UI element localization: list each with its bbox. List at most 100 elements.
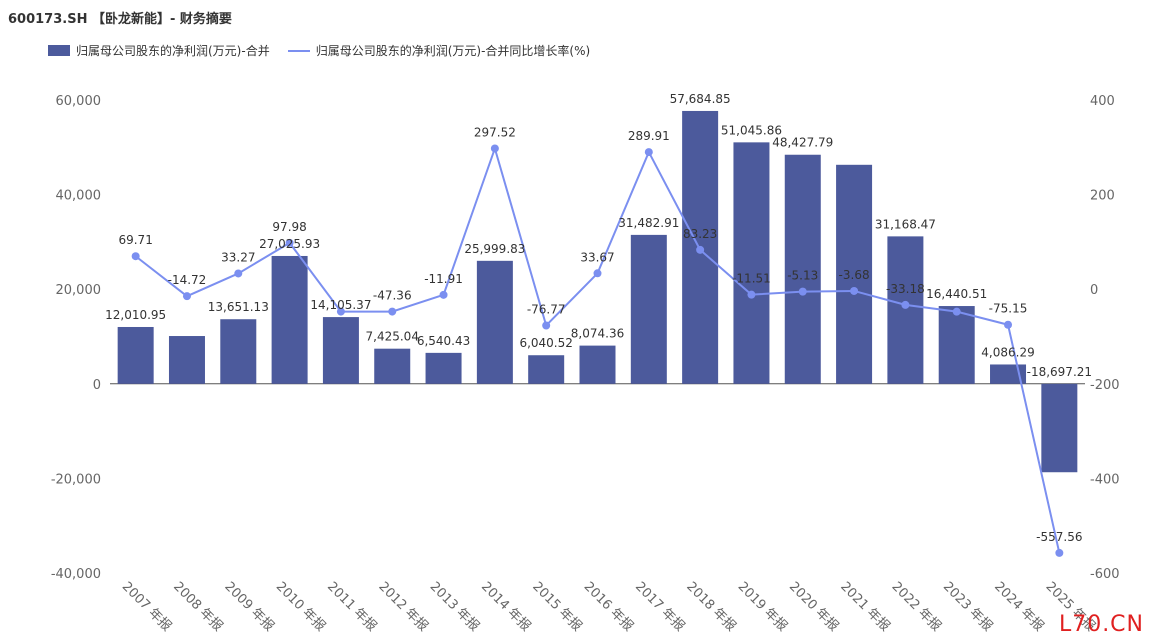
bar-value-label: 57,684.85 xyxy=(670,92,731,106)
x-tick-label: 2011 年报 xyxy=(324,579,379,634)
legend-line-swatch xyxy=(287,49,310,52)
x-tick-label: 2012 年报 xyxy=(375,579,430,634)
bar[interactable] xyxy=(271,255,308,384)
x-tick-label: 2018 年报 xyxy=(683,579,738,634)
bar-value-label: 13,651.13 xyxy=(208,300,269,314)
growth-value-label: 69.71 xyxy=(118,233,152,247)
bar-value-label: 16,440.51 xyxy=(926,287,987,301)
legend-bar-swatch xyxy=(48,45,70,56)
growth-point[interactable] xyxy=(952,307,961,316)
growth-point[interactable] xyxy=(490,144,499,153)
growth-point[interactable] xyxy=(644,148,653,157)
y-left-tick-label: -40,000 xyxy=(51,567,101,582)
growth-point[interactable] xyxy=(850,286,859,295)
bar[interactable] xyxy=(168,336,205,384)
x-tick-label: 2020 年报 xyxy=(786,579,841,634)
bar[interactable] xyxy=(528,355,565,384)
x-tick-label: 2016 年报 xyxy=(581,579,636,634)
growth-value-label: 33.67 xyxy=(580,250,614,264)
bar[interactable] xyxy=(579,345,616,384)
x-tick-label: 2019 年报 xyxy=(735,579,790,634)
growth-value-label: 33.27 xyxy=(221,250,255,264)
growth-point[interactable] xyxy=(901,300,910,309)
growth-value-label: -3.68 xyxy=(839,268,870,282)
bar-value-label: 25,999.83 xyxy=(464,242,525,256)
bar-value-label: 31,168.47 xyxy=(875,217,936,231)
bar[interactable] xyxy=(733,142,770,384)
legend-item-line[interactable]: 归属母公司股东的净利润(万元)-合并同比增长率(%) xyxy=(287,42,591,59)
bar[interactable] xyxy=(476,260,513,384)
growth-point[interactable] xyxy=(798,287,807,296)
bar-value-label: 51,045.86 xyxy=(721,123,782,137)
growth-value-label: -5.13 xyxy=(787,269,818,283)
growth-value-label: -75.15 xyxy=(989,302,1028,316)
x-tick-label: 2010 年报 xyxy=(273,579,328,634)
bar[interactable] xyxy=(1041,383,1078,473)
growth-value-label: -557.56 xyxy=(1036,530,1082,544)
growth-point[interactable] xyxy=(747,290,756,299)
bar-value-label: 8,074.36 xyxy=(571,327,624,341)
growth-value-label: 83.23 xyxy=(683,227,717,241)
bar-value-label: 12,010.95 xyxy=(105,308,166,322)
growth-point[interactable] xyxy=(182,292,191,301)
bar-value-label: 7,425.04 xyxy=(366,330,419,344)
x-tick-label: 2017 年报 xyxy=(632,579,687,634)
growth-point[interactable] xyxy=(1055,548,1064,557)
y-left-tick-label: -20,000 xyxy=(51,472,101,487)
bar-value-label: 48,427.79 xyxy=(772,136,833,150)
growth-value-label: 97.98 xyxy=(272,220,306,234)
x-tick-label: 2015 年报 xyxy=(529,579,584,634)
y-right-tick-label: -200 xyxy=(1090,378,1120,393)
x-tick-label: 2023 年报 xyxy=(940,579,995,634)
growth-value-label: 297.52 xyxy=(474,125,516,139)
growth-point[interactable] xyxy=(542,321,551,330)
bar[interactable] xyxy=(322,317,359,384)
y-right-tick-label: 200 xyxy=(1090,189,1115,204)
growth-point[interactable] xyxy=(439,290,448,299)
y-right-tick-label: -600 xyxy=(1090,567,1120,582)
growth-point[interactable] xyxy=(388,307,397,316)
y-left-tick-label: 0 xyxy=(93,378,101,393)
chart-title: 600173.SH 【卧龙新能】- 财务摘要 xyxy=(8,12,232,27)
bar-value-label: -18,697.21 xyxy=(1027,365,1092,379)
x-tick-label: 2022 年报 xyxy=(889,579,944,634)
x-tick-label: 2021 年报 xyxy=(837,579,892,634)
legend: 归属母公司股东的净利润(万元)-合并 归属母公司股东的净利润(万元)-合并同比增… xyxy=(48,42,608,59)
growth-point[interactable] xyxy=(285,238,294,247)
bar[interactable] xyxy=(836,164,873,384)
bar-value-label: 6,040.52 xyxy=(519,336,572,350)
watermark: L70.CN xyxy=(1058,612,1144,637)
growth-point[interactable] xyxy=(131,252,140,261)
bar-value-label: 14,105.37 xyxy=(310,298,371,312)
x-tick-label: 2007 年报 xyxy=(119,579,174,634)
bar[interactable] xyxy=(220,319,257,384)
x-tick-label: 2024 年报 xyxy=(991,579,1046,634)
growth-value-label: -33.18 xyxy=(886,282,925,296)
growth-point[interactable] xyxy=(593,269,602,278)
y-left-tick-label: 60,000 xyxy=(56,94,102,109)
bar[interactable] xyxy=(887,236,924,384)
growth-point[interactable] xyxy=(234,269,243,278)
x-tick-label: 2008 年报 xyxy=(170,579,225,634)
growth-point[interactable] xyxy=(336,307,345,316)
bar[interactable] xyxy=(630,234,667,384)
growth-point[interactable] xyxy=(696,245,705,254)
bar[interactable] xyxy=(117,326,154,384)
y-right-tick-label: 0 xyxy=(1090,283,1098,298)
growth-point[interactable] xyxy=(1004,320,1013,329)
growth-value-label: -47.36 xyxy=(373,289,412,303)
growth-value-label: -11.51 xyxy=(732,272,771,286)
legend-label-bar: 归属母公司股东的净利润(万元)-合并 xyxy=(76,44,270,58)
y-left-tick-label: 20,000 xyxy=(56,283,102,298)
bar[interactable] xyxy=(784,154,821,384)
legend-label-line: 归属母公司股东的净利润(万元)-合并同比增长率(%) xyxy=(315,44,591,58)
growth-value-label: -76.77 xyxy=(527,303,566,317)
x-tick-label: 2013 年报 xyxy=(427,579,482,634)
bar[interactable] xyxy=(374,348,411,384)
growth-value-label: -14.72 xyxy=(168,273,207,287)
bar-value-label: 27,025.93 xyxy=(259,237,320,251)
bar[interactable] xyxy=(425,352,462,384)
legend-item-bar[interactable]: 归属母公司股东的净利润(万元)-合并 xyxy=(48,42,270,59)
bar[interactable] xyxy=(938,306,975,384)
